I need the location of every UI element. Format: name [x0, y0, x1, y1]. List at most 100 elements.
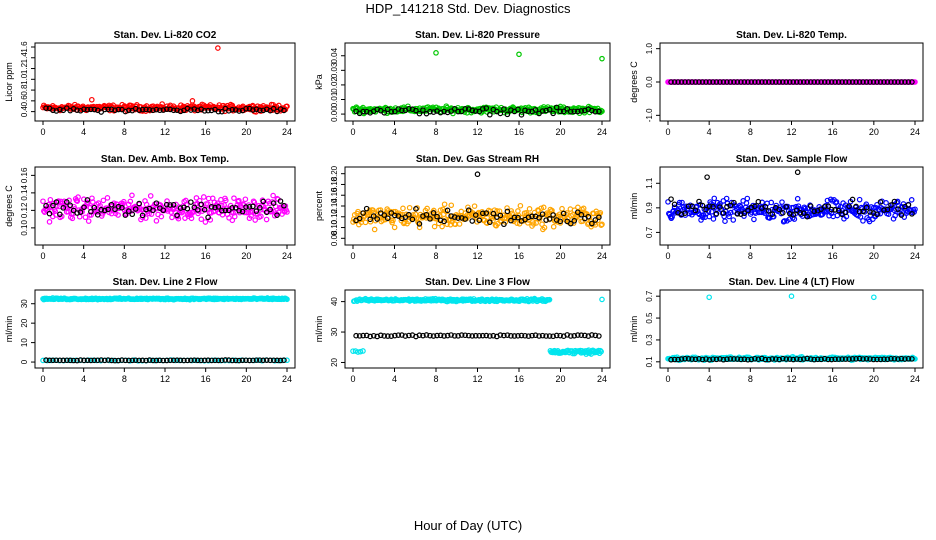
data-point	[898, 79, 905, 85]
data-point	[469, 218, 476, 224]
data-point	[284, 296, 290, 303]
data-point	[877, 210, 884, 217]
data-point	[146, 357, 153, 363]
data-point	[706, 203, 713, 210]
data-point	[578, 211, 585, 218]
data-point	[184, 205, 191, 212]
data-point	[392, 212, 398, 219]
data-point	[682, 79, 688, 85]
data-point	[355, 208, 361, 215]
x-tick-label: 0	[40, 374, 45, 384]
data-point	[471, 203, 478, 209]
x-tick-label: 20	[555, 127, 565, 137]
data-point	[867, 209, 873, 215]
data-point	[578, 108, 585, 114]
data-point	[762, 356, 769, 363]
data-point	[105, 357, 111, 363]
data-point	[699, 79, 706, 85]
data-point	[776, 79, 783, 85]
data-point	[169, 214, 175, 221]
data-point	[400, 205, 406, 212]
data-point	[722, 218, 728, 224]
x-tick-label: 4	[707, 374, 712, 384]
data-point	[184, 357, 191, 364]
data-point	[157, 107, 163, 114]
data-point	[50, 357, 56, 364]
data-point	[104, 195, 111, 201]
data-point	[546, 333, 553, 339]
x-tick-label: 0	[350, 127, 355, 137]
data-point	[458, 108, 465, 115]
data-point	[167, 202, 173, 208]
data-point	[448, 332, 454, 338]
y-tick-label: 0.7	[645, 226, 654, 238]
data-point	[769, 211, 776, 217]
data-point	[105, 206, 111, 213]
data-point	[790, 356, 797, 363]
data-point	[270, 192, 276, 199]
x-tick-label: 8	[122, 251, 127, 261]
x-tick-label: 24	[282, 251, 292, 261]
data-point	[526, 206, 533, 212]
data-point	[497, 332, 504, 338]
y-tick-label: 0.4	[20, 106, 29, 118]
data-point	[153, 357, 160, 364]
y-tick-label: 30	[20, 299, 29, 308]
y-tick-label: 1.2	[20, 62, 29, 74]
data-point	[260, 357, 267, 364]
data-point	[891, 355, 898, 362]
y-tick-label: 0.8	[20, 84, 29, 96]
data-point	[198, 357, 205, 364]
data-point	[63, 357, 70, 364]
y-tick-label: 1.0	[20, 73, 29, 85]
data-point	[434, 213, 440, 220]
data-point	[584, 211, 590, 217]
data-point	[762, 79, 769, 85]
data-point	[905, 202, 912, 208]
data-point	[377, 207, 384, 213]
data-point	[215, 108, 222, 115]
data-point	[888, 355, 894, 362]
data-point	[444, 207, 451, 214]
y-tick-label: 20	[20, 318, 29, 327]
data-point	[84, 357, 91, 364]
data-point	[599, 221, 605, 228]
y-tick-label: 0.20	[330, 165, 339, 181]
data-point	[574, 108, 581, 115]
data-point	[163, 357, 170, 364]
data-point	[437, 217, 444, 224]
data-point	[598, 348, 604, 355]
x-tick-label: 4	[81, 374, 86, 384]
data-point	[574, 332, 581, 338]
data-point	[825, 79, 831, 85]
data-point	[814, 356, 821, 363]
y-tick-label: 0.16	[20, 167, 29, 183]
data-point	[219, 108, 225, 115]
data-point	[546, 216, 553, 222]
data-point	[483, 105, 490, 111]
data-point	[668, 356, 674, 363]
data-point	[267, 206, 273, 213]
data-point	[208, 357, 215, 364]
data-point	[74, 357, 80, 364]
data-point	[731, 79, 737, 85]
data-point	[469, 107, 476, 114]
data-point	[849, 196, 856, 203]
data-point	[115, 203, 122, 210]
data-point	[100, 197, 107, 204]
data-point	[525, 108, 532, 115]
y-tick-label: 0.16	[330, 187, 339, 203]
data-point	[200, 194, 207, 200]
data-point	[91, 204, 98, 211]
data-point	[783, 203, 790, 210]
data-point	[759, 355, 765, 362]
data-point	[560, 210, 567, 217]
data-point	[689, 79, 695, 85]
data-point	[731, 199, 737, 206]
data-point	[474, 171, 481, 178]
data-point	[239, 357, 246, 364]
y-axis-label: ml/min	[314, 316, 324, 343]
data-point	[734, 79, 741, 85]
data-point	[874, 79, 880, 85]
data-point	[821, 203, 828, 210]
